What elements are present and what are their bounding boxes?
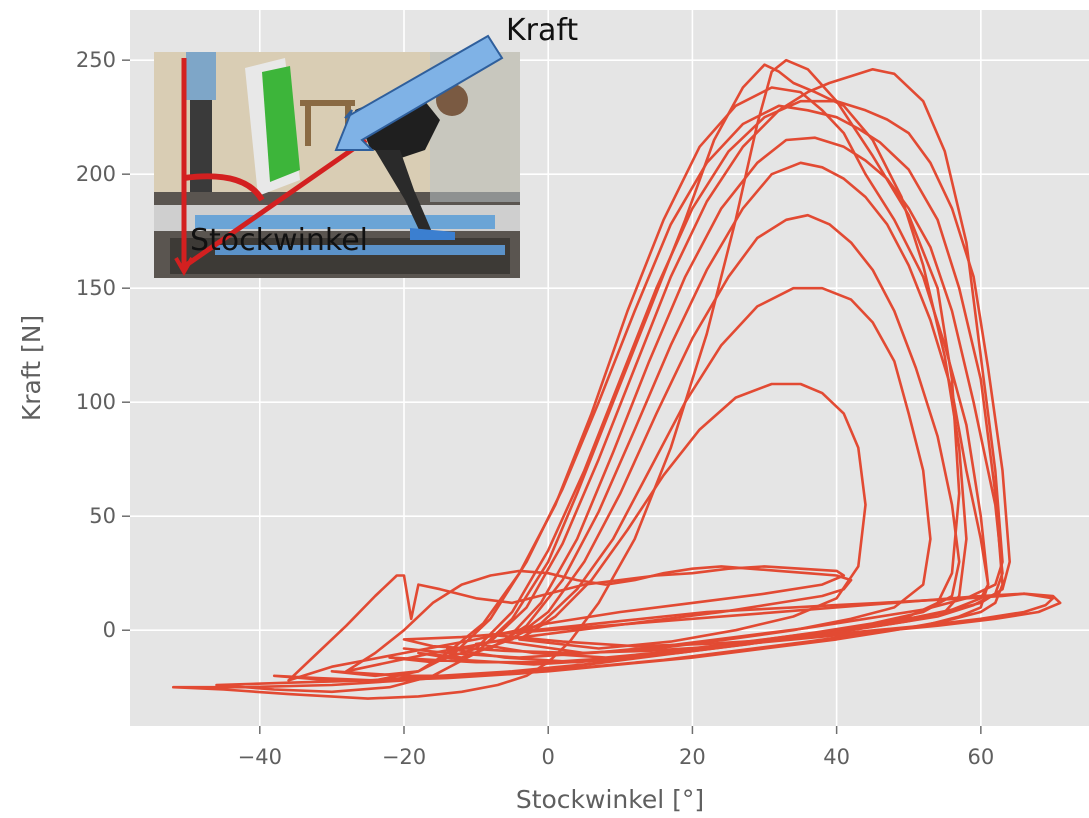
series-layer (172, 58, 1062, 700)
force-angle-loop-9 (474, 213, 961, 659)
force-angle-loop-15 (287, 565, 846, 682)
y-tick-label: 0 (103, 618, 116, 642)
y-tick-label: 200 (76, 162, 116, 186)
y-axis-label: Kraft [N] (17, 315, 46, 421)
y-tick-label: 250 (76, 48, 116, 72)
inset-photo: Stockwinkel (154, 34, 520, 278)
x-tick-label: 40 (823, 745, 850, 769)
x-tick-label: 60 (967, 745, 994, 769)
x-axis-label: Stockwinkel [°] (516, 785, 704, 814)
force-angle-loop-10 (503, 286, 932, 655)
x-tick-label: −40 (238, 745, 282, 769)
y-tick-label: 50 (89, 504, 116, 528)
x-tick-label: −20 (382, 745, 426, 769)
axis-ticks: −40 −20 0 20 40 60 0 50 100 150 200 250 (76, 48, 994, 769)
x-tick-label: 0 (542, 745, 555, 769)
force-angle-loop-4 (330, 104, 1004, 678)
inset-label-angle: Stockwinkel (190, 223, 368, 258)
y-tick-label: 150 (76, 276, 116, 300)
inset-label-force: Kraft (506, 13, 578, 48)
force-angle-loop-11 (518, 382, 867, 650)
y-tick-label: 100 (76, 390, 116, 414)
x-tick-label: 20 (679, 745, 706, 769)
